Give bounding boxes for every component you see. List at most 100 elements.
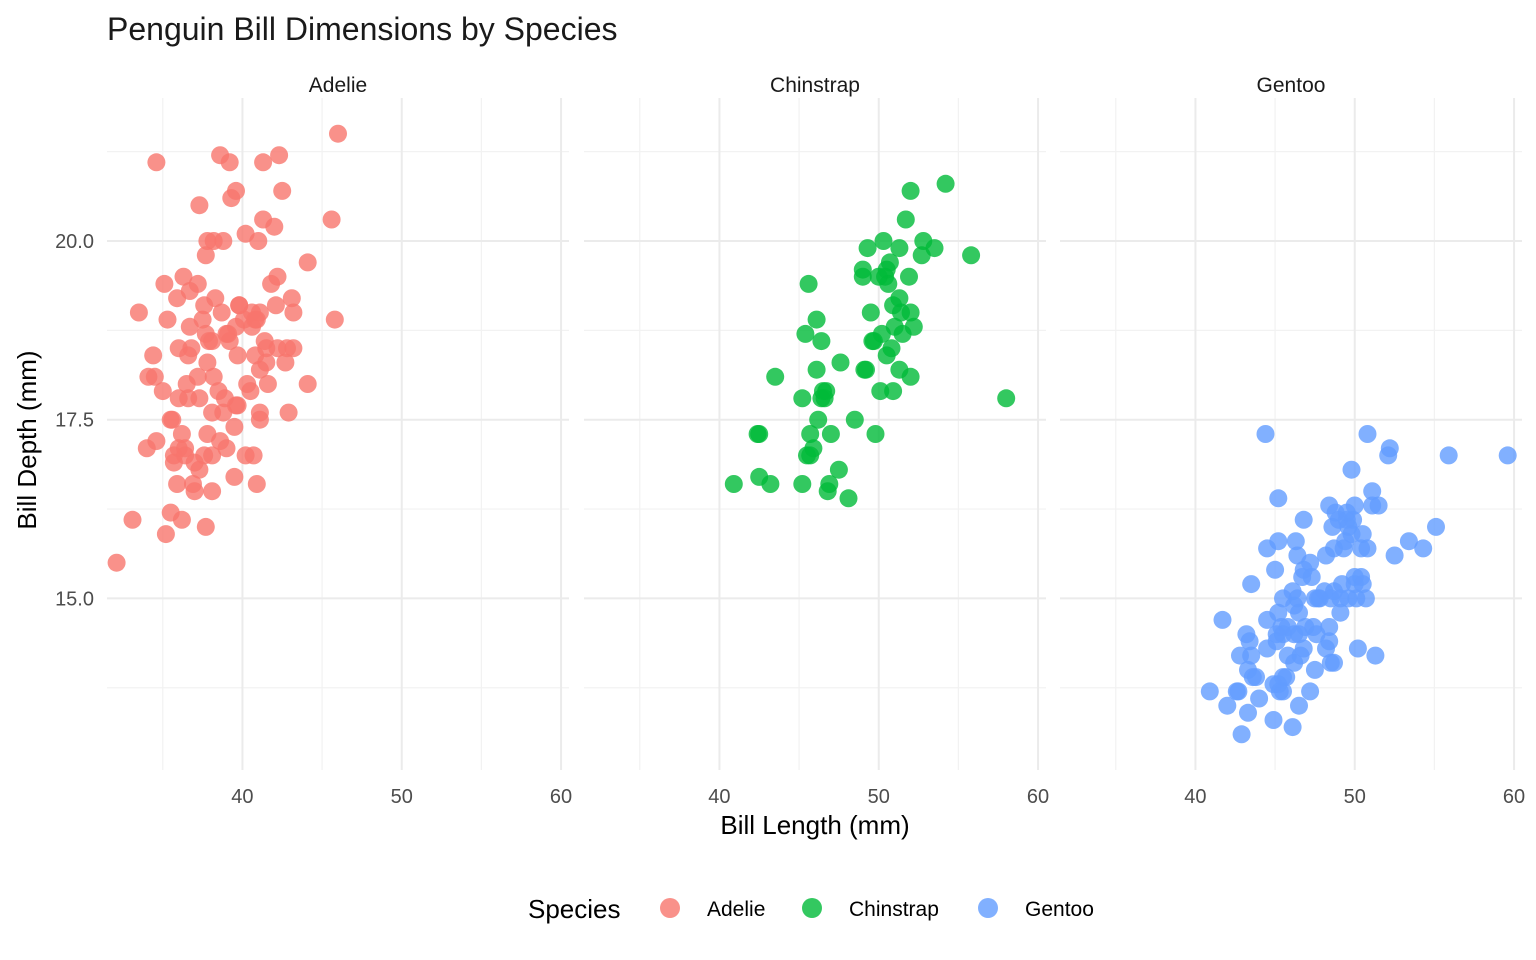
data-point-gentoo: [1269, 532, 1288, 551]
data-point-gentoo: [1269, 489, 1288, 508]
data-point-gentoo: [1353, 575, 1372, 594]
data-point-adelie: [129, 303, 148, 322]
data-point-chinstrap: [724, 475, 743, 493]
data-point-chinstrap: [901, 303, 920, 322]
data-point-chinstrap: [809, 410, 828, 429]
data-point-gentoo: [1229, 682, 1248, 701]
data-point-chinstrap: [896, 210, 915, 229]
data-point-chinstrap: [831, 353, 850, 372]
data-point-adelie: [298, 253, 317, 272]
data-point-adelie: [228, 346, 247, 365]
data-point-adelie: [203, 482, 222, 501]
data-point-gentoo: [1218, 696, 1237, 715]
legend: Species Adelie Chinstrap Gentoo: [528, 894, 1094, 924]
data-point-adelie: [268, 267, 287, 286]
data-point-adelie: [322, 210, 341, 229]
data-point-adelie: [107, 553, 126, 572]
data-point-gentoo: [1439, 446, 1458, 465]
data-point-adelie: [212, 303, 231, 322]
data-point-gentoo: [1277, 668, 1296, 687]
data-point-adelie: [249, 232, 268, 250]
data-point-adelie: [206, 289, 225, 308]
x-tick-label: 40: [1184, 786, 1206, 808]
data-point-adelie: [258, 375, 277, 393]
data-point-adelie: [196, 517, 215, 536]
data-point-chinstrap: [793, 475, 812, 493]
data-point-adelie: [198, 353, 217, 372]
facet-label-chinstrap: Chinstrap: [770, 74, 860, 97]
data-point-adelie: [174, 267, 193, 286]
data-point-gentoo: [1264, 711, 1283, 729]
data-point-gentoo: [1342, 460, 1361, 479]
data-point-adelie: [279, 403, 298, 422]
data-point-adelie: [266, 296, 285, 315]
data-point-adelie: [217, 439, 236, 458]
data-point-gentoo: [1344, 510, 1363, 529]
data-point-chinstrap: [884, 382, 903, 401]
data-point-chinstrap: [750, 425, 769, 443]
data-point-gentoo: [1353, 525, 1372, 544]
data-point-gentoo: [1348, 639, 1367, 658]
data-point-chinstrap: [857, 360, 875, 379]
data-point-chinstrap: [796, 324, 815, 343]
data-point-adelie: [254, 153, 273, 172]
y-tick-label: 15.0: [55, 588, 94, 610]
x-tick-label: 60: [1027, 786, 1049, 808]
data-point-chinstrap: [861, 303, 880, 322]
data-point-gentoo: [1200, 682, 1219, 701]
data-point-adelie: [155, 274, 174, 293]
data-point-gentoo: [1256, 425, 1275, 443]
chart-title: Penguin Bill Dimensions by Species: [107, 11, 617, 47]
data-point-adelie: [185, 482, 204, 501]
data-point-gentoo: [1301, 553, 1320, 572]
data-point-gentoo: [1242, 646, 1261, 665]
data-point-chinstrap: [874, 232, 893, 250]
legend-items: Adelie Chinstrap Gentoo: [660, 898, 1094, 921]
legend-label-gentoo: Gentoo: [1025, 898, 1094, 921]
data-point-chinstrap: [962, 246, 981, 265]
data-point-gentoo: [1286, 532, 1305, 551]
x-tick-label: 40: [708, 786, 730, 808]
data-point-adelie: [244, 446, 263, 465]
data-point-gentoo: [1288, 589, 1307, 608]
data-point-gentoo: [1302, 568, 1321, 586]
data-point-chinstrap: [817, 382, 836, 401]
facet-panel-adelie: Adelie 40 50 60: [107, 74, 572, 808]
data-point-gentoo: [1369, 496, 1388, 515]
data-point-adelie: [172, 510, 191, 529]
data-point-gentoo: [1427, 517, 1445, 536]
data-point-adelie: [225, 417, 244, 436]
data-point-chinstrap: [925, 239, 944, 258]
x-tick-label: 50: [391, 786, 413, 808]
legend-item-adelie: Adelie: [660, 898, 765, 921]
facet-panels: Adelie 40 50 60 Chinstrap 40 50 60 Gentoo 40 50 60: [107, 74, 1525, 808]
legend-item-chinstrap: Chinstrap: [802, 898, 939, 921]
data-point-adelie: [247, 475, 266, 493]
data-point-gentoo: [1385, 546, 1404, 565]
data-point-gentoo: [1356, 589, 1375, 608]
data-point-gentoo: [1247, 668, 1265, 687]
data-point-gentoo: [1240, 632, 1259, 651]
data-point-adelie: [172, 425, 191, 443]
data-point-adelie: [276, 353, 295, 372]
data-point-gentoo: [1274, 682, 1292, 701]
data-point-gentoo: [1290, 603, 1308, 622]
data-point-adelie: [329, 124, 347, 143]
data-point-adelie: [188, 274, 207, 293]
data-point-gentoo: [1305, 660, 1324, 679]
data-point-chinstrap: [853, 260, 872, 279]
y-tick-label: 17.5: [55, 410, 94, 432]
data-point-chinstrap: [766, 367, 785, 386]
data-point-chinstrap: [880, 253, 899, 272]
data-point-adelie: [273, 181, 292, 200]
data-point-adelie: [163, 410, 182, 429]
data-point-gentoo: [1242, 575, 1261, 594]
data-point-chinstrap: [807, 360, 826, 379]
data-point-gentoo: [1320, 618, 1339, 636]
data-point-gentoo: [1290, 696, 1308, 715]
data-point-chinstrap: [871, 382, 890, 401]
data-point-gentoo: [1239, 703, 1257, 722]
data-point-gentoo: [1250, 689, 1269, 708]
data-point-adelie: [193, 310, 212, 329]
